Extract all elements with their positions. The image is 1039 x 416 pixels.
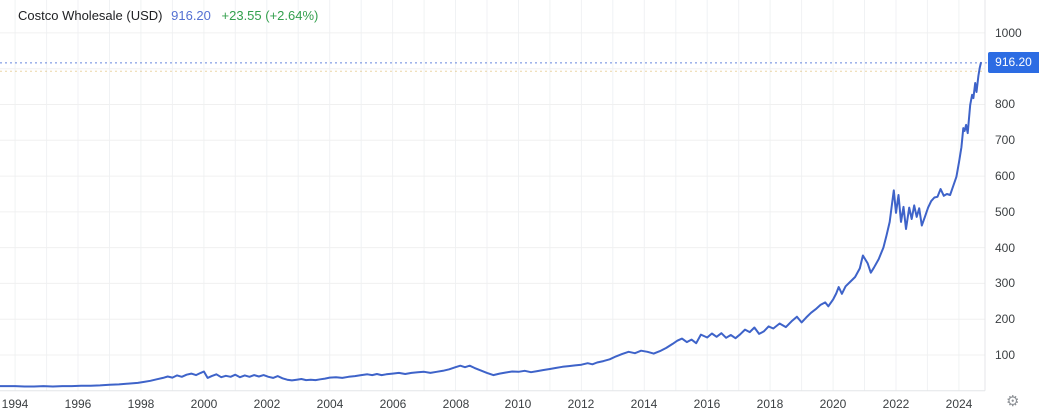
x-tick-label: 2020	[819, 397, 847, 411]
y-tick-label: 300	[995, 276, 1016, 290]
x-tick-label: 1998	[127, 397, 155, 411]
x-tick-label: 2010	[504, 397, 532, 411]
x-tick-label: 2024	[945, 397, 973, 411]
vertical-gridlines	[14, 0, 960, 391]
x-tick-label: 2000	[190, 397, 218, 411]
y-tick-label: 100	[995, 348, 1016, 362]
x-tick-label: 2002	[253, 397, 281, 411]
y-tick-label: 200	[995, 312, 1016, 326]
y-tick-label: 400	[995, 241, 1016, 255]
x-tick-label: 2008	[442, 397, 470, 411]
instrument-name: Costco Wholesale (USD)	[18, 8, 163, 23]
y-tick-label: 500	[995, 205, 1016, 219]
x-tick-label: 2004	[316, 397, 344, 411]
y-tick-label: 700	[995, 133, 1016, 147]
price-change-text: +23.55 (+2.64%)	[221, 8, 319, 23]
x-tick-label: 2022	[882, 397, 910, 411]
x-tick-label: 2012	[567, 397, 595, 411]
x-tick-label: 2014	[630, 397, 658, 411]
gear-icon[interactable]: ⚙	[1006, 393, 1020, 410]
horizontal-gridlines	[0, 32, 985, 356]
current-price-badge: 916.20	[988, 52, 1039, 73]
x-tick-label: 1996	[64, 397, 92, 411]
chart-header: Costco Wholesale (USD) 916.20 +23.55 (+2…	[18, 8, 318, 24]
y-tick-label: 800	[995, 97, 1016, 111]
x-tick-label: 2018	[756, 397, 784, 411]
current-price-text: 916.20	[171, 8, 211, 23]
x-tick-label: 2006	[379, 397, 407, 411]
y-tick-label: 600	[995, 169, 1016, 183]
price-series-line	[0, 61, 982, 388]
x-tick-label: 2016	[693, 397, 721, 411]
x-tick-label: 1994	[1, 397, 29, 411]
y-tick-label: 1000	[995, 26, 1022, 40]
